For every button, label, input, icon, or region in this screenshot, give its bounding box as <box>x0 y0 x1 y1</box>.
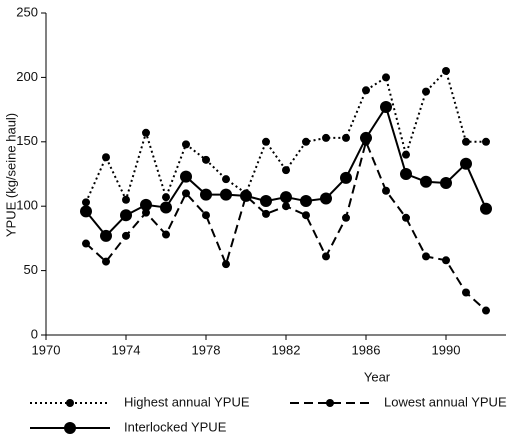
data-point <box>122 231 130 240</box>
legend-marker <box>64 422 76 434</box>
data-point <box>182 189 190 198</box>
data-point <box>82 198 90 207</box>
data-point <box>122 195 130 204</box>
data-point <box>482 137 490 146</box>
data-point <box>280 191 292 204</box>
data-point <box>202 155 210 164</box>
data-point <box>202 211 210 220</box>
data-point <box>400 168 412 180</box>
data-point <box>262 137 270 146</box>
data-point <box>302 211 310 220</box>
data-point <box>382 186 390 195</box>
data-point <box>300 195 312 208</box>
data-point <box>182 140 190 149</box>
y-tick-label: 200 <box>16 69 38 84</box>
data-point <box>180 170 192 183</box>
data-point <box>320 192 332 205</box>
data-point <box>102 257 110 266</box>
data-point <box>142 128 150 137</box>
y-tick-label: 150 <box>16 133 38 148</box>
data-point <box>140 198 152 211</box>
y-tick-label: 50 <box>24 262 38 277</box>
legend-label: Interlocked YPUE <box>124 419 227 434</box>
y-tick-label: 250 <box>16 4 38 19</box>
data-point <box>80 205 92 218</box>
data-point <box>422 87 430 96</box>
data-point <box>402 213 410 222</box>
data-point <box>240 189 252 202</box>
data-point <box>382 73 390 82</box>
x-axis-label: Year <box>364 369 391 384</box>
data-point <box>302 137 310 146</box>
legend-label: Lowest annual YPUE <box>384 394 507 409</box>
data-point <box>322 133 330 142</box>
data-point <box>260 195 272 208</box>
data-point <box>480 202 492 215</box>
x-tick-label: 1990 <box>432 342 461 357</box>
data-point <box>360 131 372 144</box>
data-point <box>102 153 110 162</box>
data-point <box>380 101 392 114</box>
data-point <box>100 229 112 242</box>
data-point <box>200 188 212 201</box>
data-point <box>482 306 490 315</box>
data-point <box>422 252 430 261</box>
data-point <box>340 171 352 184</box>
data-point <box>342 213 350 222</box>
data-point <box>120 209 132 222</box>
data-point <box>82 239 90 248</box>
data-point <box>322 252 330 261</box>
x-tick-label: 1978 <box>192 342 221 357</box>
data-point <box>162 193 170 202</box>
data-point <box>342 133 350 142</box>
data-point <box>222 260 230 269</box>
x-tick-label: 1970 <box>32 342 61 357</box>
data-point <box>440 177 452 190</box>
data-point <box>462 137 470 146</box>
y-tick-label: 0 <box>31 326 38 341</box>
x-tick-label: 1974 <box>112 342 141 357</box>
y-axis-label: YPUE (kg/seine haul) <box>3 113 18 237</box>
data-point <box>462 288 470 297</box>
data-point <box>460 157 472 170</box>
y-tick-label: 100 <box>16 198 38 213</box>
data-point <box>262 209 270 218</box>
data-point <box>442 66 450 75</box>
x-tick-label: 1982 <box>272 342 301 357</box>
data-point <box>282 202 290 211</box>
data-point <box>282 166 290 175</box>
data-point <box>362 86 370 95</box>
data-point <box>142 208 150 217</box>
data-point <box>442 256 450 265</box>
data-point <box>222 175 230 184</box>
data-point <box>402 150 410 159</box>
data-point <box>162 230 170 239</box>
legend-marker <box>66 399 74 407</box>
data-point <box>220 188 232 201</box>
data-point <box>160 201 172 214</box>
data-point <box>420 175 432 188</box>
legend-marker <box>326 399 334 407</box>
x-tick-label: 1986 <box>352 342 381 357</box>
legend-label: Highest annual YPUE <box>124 394 250 409</box>
